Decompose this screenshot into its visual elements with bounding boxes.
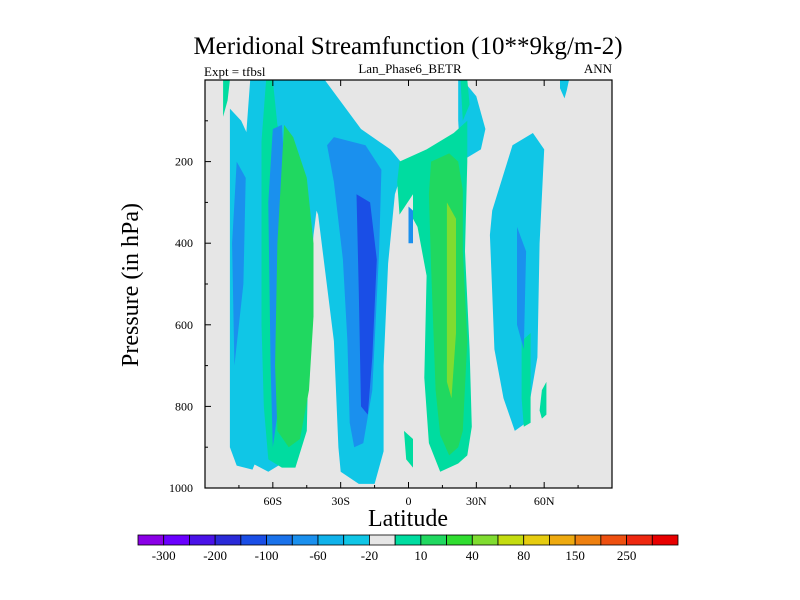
x-tick-label-0: 0 — [406, 494, 412, 508]
chart-title: Meridional Streamfunction (10**9kg/m-2) — [193, 33, 622, 60]
colorbar-box-17 — [574, 534, 602, 546]
contour-fills — [223, 80, 569, 484]
colorbar-box-13 — [471, 534, 499, 546]
colorbar-label-100: -100 — [255, 548, 279, 563]
x-tick-label-30s: 30S — [331, 494, 350, 508]
x-tick-label-60n: 60N — [534, 494, 555, 508]
colorbar-box-2 — [189, 534, 216, 546]
colorbar-box-16 — [549, 534, 576, 546]
contour-region-40-to-80-18 — [275, 124, 314, 448]
colorbar-box-3 — [214, 534, 242, 546]
colorbar-box-20 — [651, 534, 679, 546]
y-tick-label-200: 200 — [175, 155, 193, 169]
colorbar-box-6 — [291, 534, 319, 546]
contour-region-80-to-150-21 — [446, 202, 456, 399]
colorbar-label-80: 80 — [517, 548, 530, 563]
colorbar-label-200: -200 — [203, 548, 227, 563]
colorbar-box-14 — [497, 534, 525, 546]
colorbar-box-7 — [317, 534, 345, 546]
colorbar-box-11 — [420, 534, 447, 546]
y-axis-label: Pressure (in hPa) — [118, 203, 144, 367]
x-axis: 60S 30S 0 30N 60N — [238, 80, 579, 508]
y-tick-label-800: 800 — [175, 399, 193, 413]
colorbar-box-15 — [523, 534, 550, 546]
contour-region-60-to-20-17 — [517, 226, 527, 350]
colorbar-box-19 — [626, 534, 653, 546]
colorbar: -300 -200 -100 -60 -20 10 40 80 150 250 — [137, 534, 679, 563]
colorbar-box-1 — [163, 534, 190, 546]
colorbar-box-12 — [446, 534, 473, 546]
colorbar-label-250: 250 — [617, 548, 637, 563]
colorbar-box-0 — [137, 534, 165, 546]
colorbar-label-150: 150 — [565, 548, 585, 563]
contour-region-10-to-40-7 — [223, 80, 230, 117]
colorbar-box-4 — [240, 534, 267, 546]
contour-region-60-to-20-13 — [232, 161, 246, 366]
colorbar-label-300: -300 — [152, 548, 176, 563]
contour-region-10-to-40-10 — [460, 80, 470, 121]
season-label: ANN — [584, 61, 613, 76]
colorbar-box-9 — [369, 534, 396, 546]
y-tick-label-600: 600 — [175, 318, 193, 332]
colorbar-box-18 — [600, 534, 627, 546]
y-tick-label-400: 400 — [175, 236, 193, 250]
case-label: Lan_Phase6_BETR — [358, 61, 462, 76]
colorbar-box-8 — [343, 534, 370, 546]
colorbar-label-40: 40 — [466, 548, 479, 563]
x-tick-label-30n: 30N — [466, 494, 487, 508]
x-tick-label-60s: 60S — [263, 494, 282, 508]
colorbar-label-60: -60 — [309, 548, 326, 563]
contour-region-60-to-20-16 — [408, 206, 413, 244]
contour-region-10-to-40-12 — [539, 381, 547, 419]
colorbar-label-20: -20 — [361, 548, 378, 563]
y-tick-label-1000: 1000 — [169, 481, 193, 495]
y-axis: 200 400 600 800 1000 — [169, 120, 211, 495]
experiment-label: Expt = tfbsl — [204, 64, 266, 79]
colorbar-box-10 — [394, 534, 422, 546]
contour-region-20-to-10-5 — [560, 80, 569, 99]
colorbar-label-10: 10 — [414, 548, 427, 563]
colorbar-box-5 — [266, 534, 293, 546]
contour-region-10-to-40-9 — [404, 430, 413, 468]
contour-region-100-to-60-20 — [356, 194, 377, 415]
contour-region-10-to-40-11 — [521, 333, 531, 427]
x-axis-label: Latitude — [368, 506, 448, 532]
